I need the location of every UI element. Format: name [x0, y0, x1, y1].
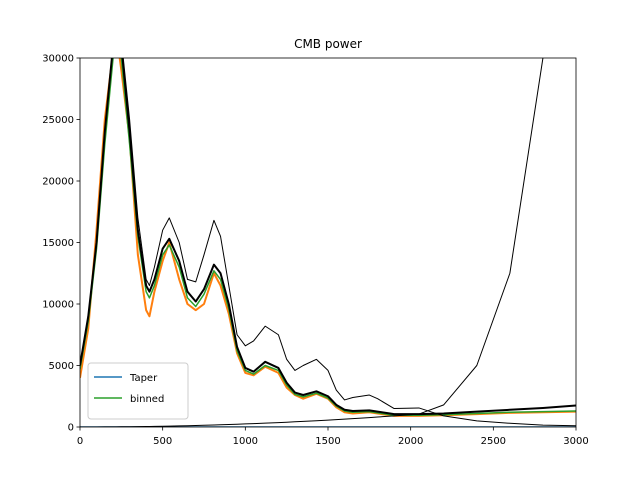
plot-area — [80, 58, 576, 427]
legend-label: binned — [130, 394, 164, 405]
y-tick-label: 10000 — [42, 300, 74, 311]
x-tick-label: 1500 — [315, 436, 340, 447]
legend-box — [87, 362, 189, 420]
x-tick-label: 0 — [77, 436, 83, 447]
series-line — [80, 58, 576, 416]
y-tick-label: 5000 — [49, 361, 74, 372]
y-tick-label: 0 — [68, 423, 74, 434]
y-tick-label: 15000 — [42, 238, 74, 249]
chart-title: CMB power — [294, 37, 362, 51]
series-line — [80, 58, 576, 417]
x-tick-label: 2500 — [481, 436, 506, 447]
x-tick-label: 500 — [153, 436, 172, 447]
legend-label: Taper — [129, 373, 158, 384]
x-tick-label: 1000 — [233, 436, 258, 447]
y-tick-label: 20000 — [42, 177, 74, 188]
y-tick-label: 25000 — [42, 115, 74, 126]
x-tick-label: 2000 — [398, 436, 423, 447]
y-tick-label: 30000 — [42, 54, 74, 65]
x-tick-label: 3000 — [563, 436, 588, 447]
series-line — [80, 58, 576, 427]
